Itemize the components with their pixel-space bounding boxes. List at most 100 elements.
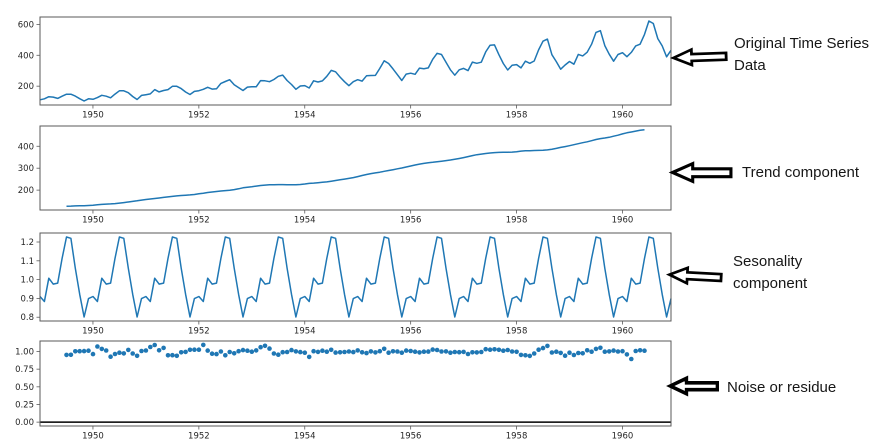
resid-point [518,352,524,358]
resid-point [624,352,630,357]
resid-point [434,347,440,353]
resid-point [545,343,550,349]
resid-point [95,344,100,349]
resid-point [231,351,237,356]
resid-point [306,354,312,360]
resid-point [192,347,197,353]
resid-point [320,348,325,354]
resid-point [412,349,418,355]
annotation-original-label: Original Time Series Data [734,35,870,74]
x-tick-label: 1956 [400,216,422,226]
resid-point [399,350,405,356]
resid-point [637,348,643,353]
resid-point [68,352,74,358]
resid-point [465,351,471,357]
resid-point [514,349,519,355]
resid-point [509,349,515,354]
trend-ticks: 200 300 400 1950 1952 1954 1956 1958 1960 [18,142,634,225]
x-tick-label: 1960 [612,327,634,337]
resid-point [328,347,334,353]
x-tick-label: 1950 [82,432,104,442]
resid-point [121,351,127,356]
resid-point [549,350,555,355]
resid-point [456,349,462,355]
resid-point [293,349,299,354]
resid-point [390,349,396,354]
y-tick-label: 1.2 [20,238,34,248]
x-tick-label: 1954 [294,216,316,226]
annotation-residue-label: Noise or residue [727,379,837,396]
resid-point [492,347,497,352]
resid-point [540,345,546,351]
resid-point [448,350,453,356]
x-tick-label: 1950 [82,111,104,121]
y-tick-label: 1.0 [20,276,34,286]
resid-point [143,348,149,353]
resid-point [531,351,537,356]
resid-point [364,350,369,356]
x-tick-label: 1950 [82,216,104,226]
x-tick-label: 1952 [188,111,210,121]
resid-point [576,350,581,356]
x-tick-label: 1958 [506,111,528,121]
resid-point [280,349,286,355]
resid-point [580,351,585,356]
left-arrow-icon [668,161,733,184]
resid-point [271,351,277,356]
resid-point [227,349,232,355]
y-tick-label: 0.25 [15,400,34,410]
resid-point [523,353,528,358]
resid-point [223,353,228,358]
resid-point [201,342,206,348]
resid-points [64,342,647,362]
observed-ticks: 200 400 600 1950 1952 1954 1956 1958 1960 [18,20,634,120]
resid-point [302,350,308,356]
resid-point [214,351,219,357]
resid-point [417,350,422,355]
resid-point [130,351,135,356]
observed-plot: 200 400 600 1950 1952 1954 1956 1958 1960 [18,16,672,121]
resid-point [108,354,113,360]
x-tick-label: 1960 [612,111,634,121]
resid-point [99,346,105,352]
resid-point [527,353,533,359]
resid-point [249,349,255,355]
resid-point [567,350,572,356]
resid-point [421,349,427,355]
resid-point [598,345,603,351]
y-tick-label: 0.50 [15,383,34,393]
resid-point [351,349,356,355]
resid-point [112,351,118,357]
resid-point [589,349,594,355]
resid-point [373,350,378,355]
resid-point [461,349,466,355]
resid-point [554,349,559,355]
resid-point [342,349,347,355]
resid-point [470,350,475,355]
resid-point [606,349,612,354]
resid-point [355,348,361,353]
resid-point [161,345,166,351]
resid-point [148,344,153,350]
resid-point [584,348,590,353]
resid-point [479,349,484,355]
resid-ticks: 0.00 0.25 0.50 0.75 1.00 1950 1952 1954 1956 1958… [15,348,633,442]
resid-point [284,349,290,355]
resid-point [139,348,144,354]
y-tick-label: 600 [18,20,34,30]
resid-point [240,347,246,353]
x-tick-label: 1952 [188,327,210,337]
resid-point [276,352,281,358]
annotation-trend-label: Trend component [742,164,860,181]
resid-point [439,349,444,354]
plots-canvas: 200 400 600 1950 1952 1954 1956 1958 1960 200 300 4… [15,16,672,442]
x-tick-label: 1956 [400,327,422,337]
trend-line [66,129,645,207]
resid-point [642,348,647,354]
seasonal-axes-border [39,232,672,322]
resid-point [403,348,409,353]
y-tick-label: 400 [18,51,34,61]
resid-point [333,350,338,355]
resid-point [558,350,563,356]
resid-point [236,348,241,354]
